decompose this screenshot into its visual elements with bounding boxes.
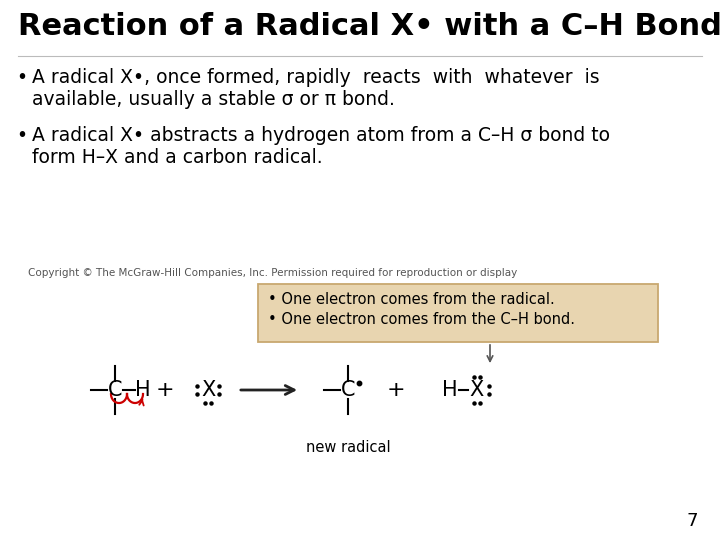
Text: C: C <box>341 380 355 400</box>
Text: A radical X• abstracts a hydrogen atom from a C–H σ bond to: A radical X• abstracts a hydrogen atom f… <box>32 126 610 145</box>
Text: Copyright © The McGraw-Hill Companies, Inc. Permission required for reproduction: Copyright © The McGraw-Hill Companies, I… <box>28 268 517 278</box>
Text: H: H <box>442 380 458 400</box>
Text: Reaction of a Radical X• with a C–H Bond: Reaction of a Radical X• with a C–H Bond <box>18 12 720 41</box>
Text: X: X <box>470 380 484 400</box>
Text: C: C <box>108 380 122 400</box>
Text: +: + <box>387 380 405 400</box>
Text: 7: 7 <box>686 512 698 530</box>
Text: form H–X and a carbon radical.: form H–X and a carbon radical. <box>32 148 323 167</box>
Text: available, usually a stable σ or π bond.: available, usually a stable σ or π bond. <box>32 90 395 109</box>
Text: +: + <box>156 380 174 400</box>
Text: new radical: new radical <box>306 440 390 455</box>
Text: A radical X•, once formed, rapidly  reacts  with  whatever  is: A radical X•, once formed, rapidly react… <box>32 68 600 87</box>
Text: X: X <box>201 380 215 400</box>
Text: • One electron comes from the radical.: • One electron comes from the radical. <box>268 292 554 307</box>
Text: H: H <box>135 380 150 400</box>
Text: •: • <box>16 68 27 87</box>
FancyBboxPatch shape <box>258 284 658 342</box>
Text: • One electron comes from the C–H bond.: • One electron comes from the C–H bond. <box>268 312 575 327</box>
Text: •: • <box>16 126 27 145</box>
